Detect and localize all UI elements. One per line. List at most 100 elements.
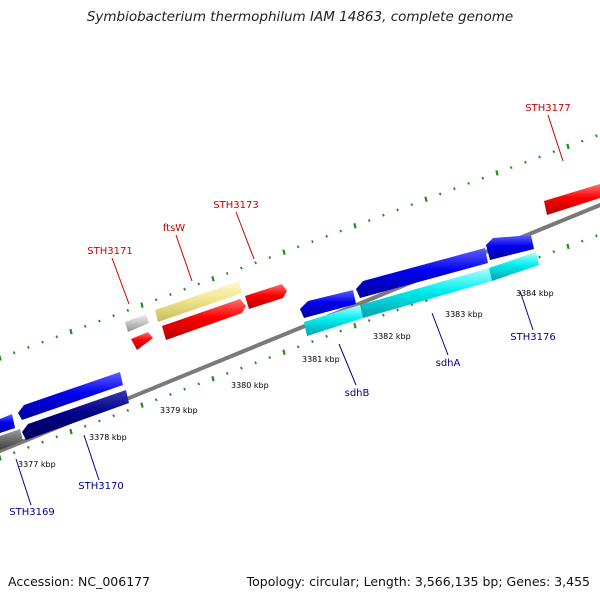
- genome-title: Symbiobacterium thermophilum IAM 14863, …: [86, 9, 514, 25]
- minor-tick: [410, 203, 414, 207]
- minor-tick: [41, 340, 44, 344]
- minor-tick: [311, 340, 314, 344]
- scale-labels: 3377 kbp 3378 kbp 3379 kbp 3380 kbp 3381…: [18, 289, 554, 469]
- minor-tick: [268, 255, 272, 260]
- major-tick: [566, 143, 570, 150]
- gene-arrow-sth3169[interactable]: [0, 414, 15, 433]
- minor-tick: [27, 445, 30, 449]
- connector-sth3171: [111, 257, 130, 305]
- scale-label-3377: 3377 kbp: [18, 460, 56, 469]
- major-tick: [211, 275, 215, 282]
- gene-arrow-sdhb[interactable]: [300, 290, 356, 318]
- major-tick: [282, 249, 286, 255]
- minor-tick: [453, 187, 456, 191]
- gene-arrow-sth3176[interactable]: [486, 235, 534, 260]
- minor-tick: [382, 313, 385, 317]
- gene-label-ftsw[interactable]: ftsW: [163, 223, 185, 234]
- minor-tick: [41, 440, 44, 444]
- minor-tick: [538, 155, 541, 159]
- gene-label-sdhb[interactable]: sdhB: [345, 388, 370, 399]
- minor-tick: [580, 139, 584, 143]
- major-tick: [140, 302, 144, 308]
- scale-label-3379: 3379 kbp: [160, 406, 198, 415]
- connector-ftsw: [175, 234, 193, 282]
- gene-label-sth3176[interactable]: STH3176: [510, 332, 555, 343]
- gene-arrow-sth3170[interactable]: [22, 390, 129, 440]
- connector-sdha: [431, 312, 449, 356]
- minor-tick: [382, 213, 385, 217]
- minor-tick: [325, 334, 328, 338]
- minor-tick: [367, 218, 371, 223]
- minor-tick: [197, 382, 201, 386]
- major-tick: [495, 170, 499, 176]
- gene-arrow-sth3173[interactable]: [245, 284, 287, 309]
- gene-arrow-gray[interactable]: [0, 429, 23, 450]
- gene-arrow-cyan-b[interactable]: [360, 268, 492, 318]
- gene-label-sth3173[interactable]: STH3173: [213, 200, 258, 211]
- minor-tick: [225, 371, 229, 375]
- major-tick: [566, 243, 570, 250]
- minor-tick: [83, 324, 87, 328]
- minor-tick: [296, 245, 300, 249]
- gene-arrow-red-a[interactable]: [162, 299, 246, 340]
- gene-label-sth3171[interactable]: STH3171: [87, 246, 132, 257]
- connector-sth3169: [15, 458, 32, 506]
- minor-tick: [254, 261, 257, 265]
- minor-tick: [126, 408, 130, 412]
- scale-label-3382: 3382 kbp: [373, 332, 411, 341]
- major-tick: [353, 323, 357, 329]
- minor-tick: [12, 351, 16, 355]
- minor-tick: [240, 366, 243, 370]
- minor-tick: [438, 192, 442, 196]
- connector-sth3177: [547, 114, 564, 162]
- minor-tick: [83, 424, 87, 428]
- forward-gene-labels: STH3171 ftsW STH3173 STH3177: [87, 103, 570, 257]
- minor-tick: [169, 292, 172, 297]
- minor-tick: [27, 345, 30, 349]
- minor-tick: [595, 134, 598, 138]
- connector-sth3176: [519, 290, 534, 331]
- gene-arrow-sth3171[interactable]: [131, 332, 153, 350]
- minor-tick: [595, 234, 598, 238]
- minor-tick: [240, 266, 243, 270]
- minor-tick: [154, 398, 158, 402]
- minor-tick: [112, 414, 115, 418]
- gene-arrow-blue-b[interactable]: [18, 372, 123, 420]
- forward-genes: [125, 184, 600, 350]
- minor-tick: [112, 314, 115, 318]
- gene-arrow-silver[interactable]: [125, 314, 149, 332]
- gene-label-sth3177[interactable]: STH3177: [525, 103, 570, 114]
- gene-arrow-cyan-c[interactable]: [489, 252, 539, 281]
- minor-tick: [311, 240, 314, 244]
- minor-tick: [467, 181, 470, 185]
- minor-tick: [183, 287, 186, 291]
- minor-tick: [183, 387, 186, 391]
- connector-sth3170: [83, 434, 100, 481]
- scale-label-3381: 3381 kbp: [302, 355, 340, 364]
- gene-arrow-ftsw[interactable]: [155, 281, 242, 322]
- major-tick: [69, 328, 73, 335]
- minor-tick: [154, 298, 158, 302]
- gene-arrow-sth3177[interactable]: [544, 184, 600, 215]
- genome-summary-text: Topology: circular; Length: 3,566,135 bp…: [246, 574, 590, 589]
- major-tick: [211, 375, 215, 382]
- reverse-gene-labels: STH3169 STH3170 sdhB sdhA STH3176: [9, 332, 555, 518]
- minor-tick: [98, 419, 101, 423]
- minor-tick: [55, 435, 59, 439]
- minor-tick: [339, 229, 343, 233]
- gene-label-sth3169[interactable]: STH3169: [9, 507, 54, 518]
- minor-tick: [538, 255, 541, 259]
- gene-arrow-cyan-a[interactable]: [304, 305, 363, 336]
- gene-label-sdha[interactable]: sdhA: [436, 358, 461, 369]
- minor-tick: [98, 319, 101, 323]
- gene-label-sth3170[interactable]: STH3170: [78, 481, 123, 492]
- minor-tick: [55, 335, 59, 339]
- reverse-genes: [0, 235, 539, 450]
- tick-track-forward: [0, 134, 598, 361]
- minor-tick: [339, 329, 343, 333]
- minor-tick: [225, 271, 229, 275]
- gene-arrow-sdha[interactable]: [356, 248, 488, 298]
- major-tick: [69, 428, 73, 435]
- scale-label-3383: 3383 kbp: [445, 310, 483, 319]
